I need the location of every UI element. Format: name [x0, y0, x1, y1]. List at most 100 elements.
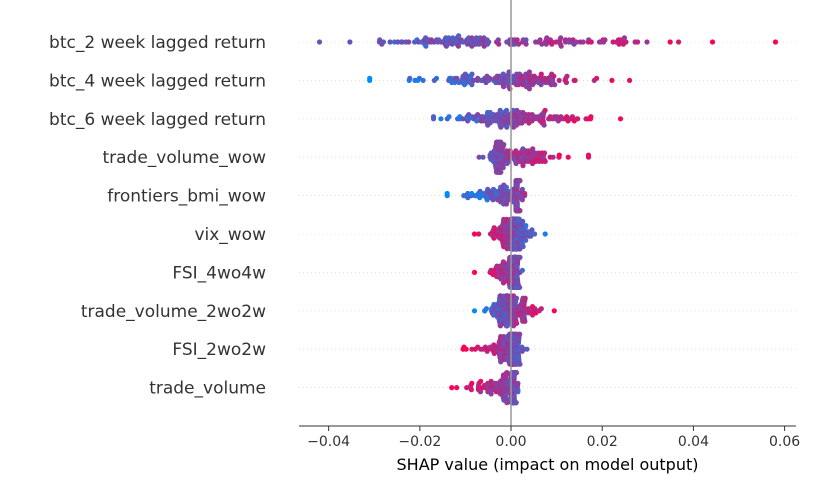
shap-point [667, 39, 673, 45]
shap-point [580, 39, 586, 45]
shap-point [572, 77, 578, 83]
shap-point [542, 231, 548, 237]
shap-point [537, 37, 543, 43]
shap-point [569, 114, 576, 120]
shap-point [550, 154, 556, 160]
shap-point [519, 186, 526, 192]
shap-point [495, 37, 501, 43]
shap-point [558, 35, 564, 41]
shap-point [477, 389, 484, 395]
shap-point [430, 114, 437, 120]
shap-point [552, 82, 558, 88]
shap-point [523, 223, 529, 229]
x-tick-label: −0.02 [398, 434, 441, 450]
shap-point [514, 320, 520, 326]
shap-point [506, 158, 512, 164]
shap-point [420, 77, 426, 83]
shap-point [520, 244, 526, 250]
x-tick-label: −0.04 [307, 434, 350, 450]
shap-point [469, 71, 475, 77]
shap-point [520, 163, 526, 169]
feature-label: trade_volume_wow [102, 148, 266, 168]
shap-point [517, 178, 523, 184]
feature-label: btc_2 week lagged return [49, 33, 266, 53]
shap-point [469, 380, 475, 386]
shap-point [501, 84, 507, 90]
shap-point [594, 75, 600, 81]
shap-point [463, 346, 469, 352]
shap-point [623, 39, 629, 45]
shap-point [513, 160, 519, 167]
shap-point [480, 154, 486, 160]
shap-point [471, 269, 478, 275]
shap-point [438, 116, 444, 122]
shap-point [483, 306, 489, 312]
shap-point [538, 71, 544, 77]
shap-point [529, 227, 535, 233]
shap-point [523, 37, 529, 43]
shap-point [478, 378, 484, 384]
shap-point [487, 75, 493, 81]
shap-point [501, 142, 507, 148]
shap-point [520, 218, 526, 224]
shap-point [573, 39, 580, 45]
shap-point [522, 295, 528, 301]
shap-point [558, 43, 564, 49]
shap-point [588, 114, 594, 120]
shap-point [609, 77, 615, 83]
shap-point [504, 400, 510, 406]
x-tick-label: 0.02 [587, 434, 618, 450]
shap-point [498, 169, 504, 175]
feature-labels: btc_2 week lagged return btc_4 week lagge… [49, 33, 266, 399]
shap-point [541, 150, 548, 156]
shap-point [551, 308, 557, 314]
shap-point [490, 186, 497, 192]
shap-point [621, 35, 628, 41]
shap-point [455, 43, 461, 49]
x-tick-label: 0.00 [495, 434, 526, 450]
feature-label: trade_volume [149, 379, 266, 399]
x-axis-title: SHAP value (impact on model output) [397, 455, 699, 474]
shap-point [407, 75, 413, 81]
shap-point [464, 385, 470, 391]
shap-points [316, 33, 779, 406]
shap-point [564, 73, 570, 79]
shap-point [556, 152, 562, 158]
shap-point [433, 75, 440, 81]
shap-point [471, 308, 478, 314]
shap-point [538, 82, 544, 88]
shap-point [503, 184, 509, 190]
shap-point [504, 370, 510, 376]
shap-point [449, 385, 455, 391]
shap-point [635, 39, 641, 45]
shap-point [542, 107, 548, 113]
shap-point [575, 116, 581, 122]
shap-point [517, 208, 523, 214]
shap-point [490, 197, 496, 203]
shap-point [468, 387, 474, 393]
shap-point [516, 41, 522, 47]
shap-point [423, 43, 429, 49]
feature-label: FSI_2wo2w [172, 340, 266, 360]
shap-point [522, 190, 528, 197]
shap-point [456, 33, 462, 39]
shap-point [471, 231, 478, 237]
shap-point [380, 39, 386, 45]
shap-point [446, 114, 452, 120]
shap-point [515, 389, 521, 395]
shap-point [519, 197, 526, 203]
shap-point [503, 201, 510, 207]
shap-point [513, 295, 520, 301]
shap-point [709, 39, 716, 45]
feature-label: btc_6 week lagged return [49, 110, 266, 130]
shap-point [476, 231, 482, 237]
shap-point [471, 77, 477, 83]
shap-point [532, 231, 538, 237]
shap-point [513, 400, 519, 406]
shap-point [563, 79, 570, 86]
shap-point [542, 158, 548, 164]
shap-point [588, 39, 594, 45]
shap-point [627, 77, 633, 83]
shap-point [406, 39, 412, 45]
